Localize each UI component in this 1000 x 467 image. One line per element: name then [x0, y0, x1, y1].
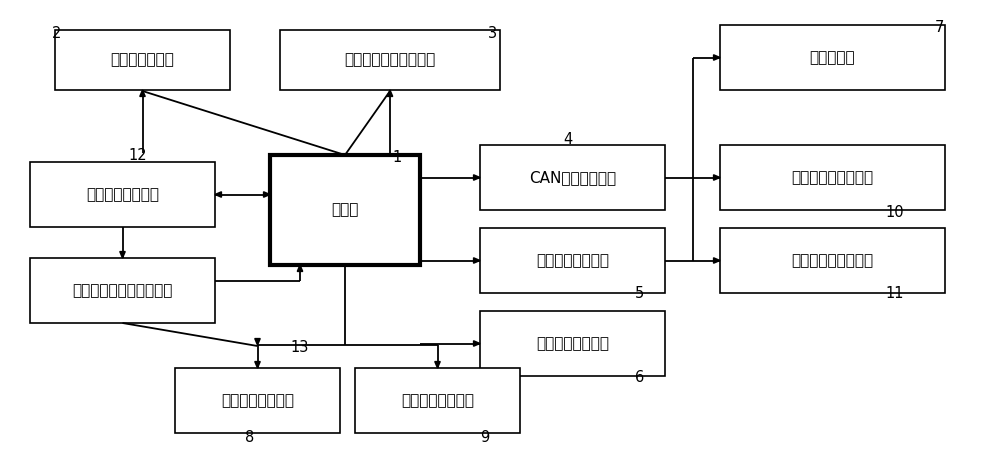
Text: 10: 10	[885, 205, 904, 220]
Bar	[480, 228, 665, 293]
Text: 3: 3	[488, 26, 497, 41]
Polygon shape	[714, 55, 720, 60]
Polygon shape	[714, 258, 720, 263]
Bar	[720, 145, 945, 210]
Polygon shape	[120, 252, 125, 258]
Text: 上电使能与自主断电模块: 上电使能与自主断电模块	[72, 283, 173, 298]
Text: 8: 8	[245, 430, 254, 445]
Text: 前轴轮毂电机控制器: 前轴轮毂电机控制器	[791, 170, 874, 185]
Text: 三轴向加速度测量模块: 三轴向加速度测量模块	[344, 52, 436, 68]
Bar	[30, 162, 215, 227]
Text: 9: 9	[480, 430, 489, 445]
Text: 模拟信号输入模块: 模拟信号输入模块	[536, 336, 609, 351]
Polygon shape	[435, 361, 440, 368]
Bar	[55, 30, 230, 90]
Bar	[720, 25, 945, 90]
Text: 内部电压监视模块: 内部电压监视模块	[86, 187, 159, 202]
Bar	[355, 368, 520, 433]
Bar	[270, 155, 420, 265]
Text: 后轴轮毂电机控制器: 后轴轮毂电机控制器	[791, 253, 874, 268]
Text: 数字低边输出模块: 数字低边输出模块	[401, 393, 474, 408]
Polygon shape	[255, 339, 260, 345]
Text: 7: 7	[935, 20, 944, 35]
Text: 4: 4	[563, 132, 572, 147]
Bar	[175, 368, 340, 433]
Bar	[480, 311, 665, 376]
Bar	[30, 258, 215, 323]
Polygon shape	[474, 258, 480, 263]
Polygon shape	[474, 175, 480, 180]
Bar	[280, 30, 500, 90]
Text: 11: 11	[885, 286, 904, 301]
Text: 6: 6	[635, 370, 644, 385]
Bar	[480, 145, 665, 210]
Text: 整车控制器: 整车控制器	[810, 50, 855, 65]
Polygon shape	[474, 341, 480, 346]
Text: 处理器: 处理器	[331, 203, 359, 218]
Text: 13: 13	[290, 340, 308, 355]
Polygon shape	[297, 265, 303, 271]
Polygon shape	[255, 361, 260, 368]
Text: 数字信号输入模块: 数字信号输入模块	[536, 253, 609, 268]
Text: 12: 12	[128, 148, 147, 163]
Text: CAN通讯接口模块: CAN通讯接口模块	[529, 170, 616, 185]
Text: 数字高边输出模块: 数字高边输出模块	[221, 393, 294, 408]
Polygon shape	[714, 175, 720, 180]
Text: 2: 2	[52, 26, 61, 41]
Text: 5: 5	[635, 286, 644, 301]
Bar	[720, 228, 945, 293]
Polygon shape	[264, 192, 270, 197]
Polygon shape	[387, 90, 393, 97]
Text: 1: 1	[392, 150, 401, 165]
Polygon shape	[140, 90, 145, 97]
Polygon shape	[215, 192, 221, 197]
Text: 角速度测量模块: 角速度测量模块	[111, 52, 174, 68]
